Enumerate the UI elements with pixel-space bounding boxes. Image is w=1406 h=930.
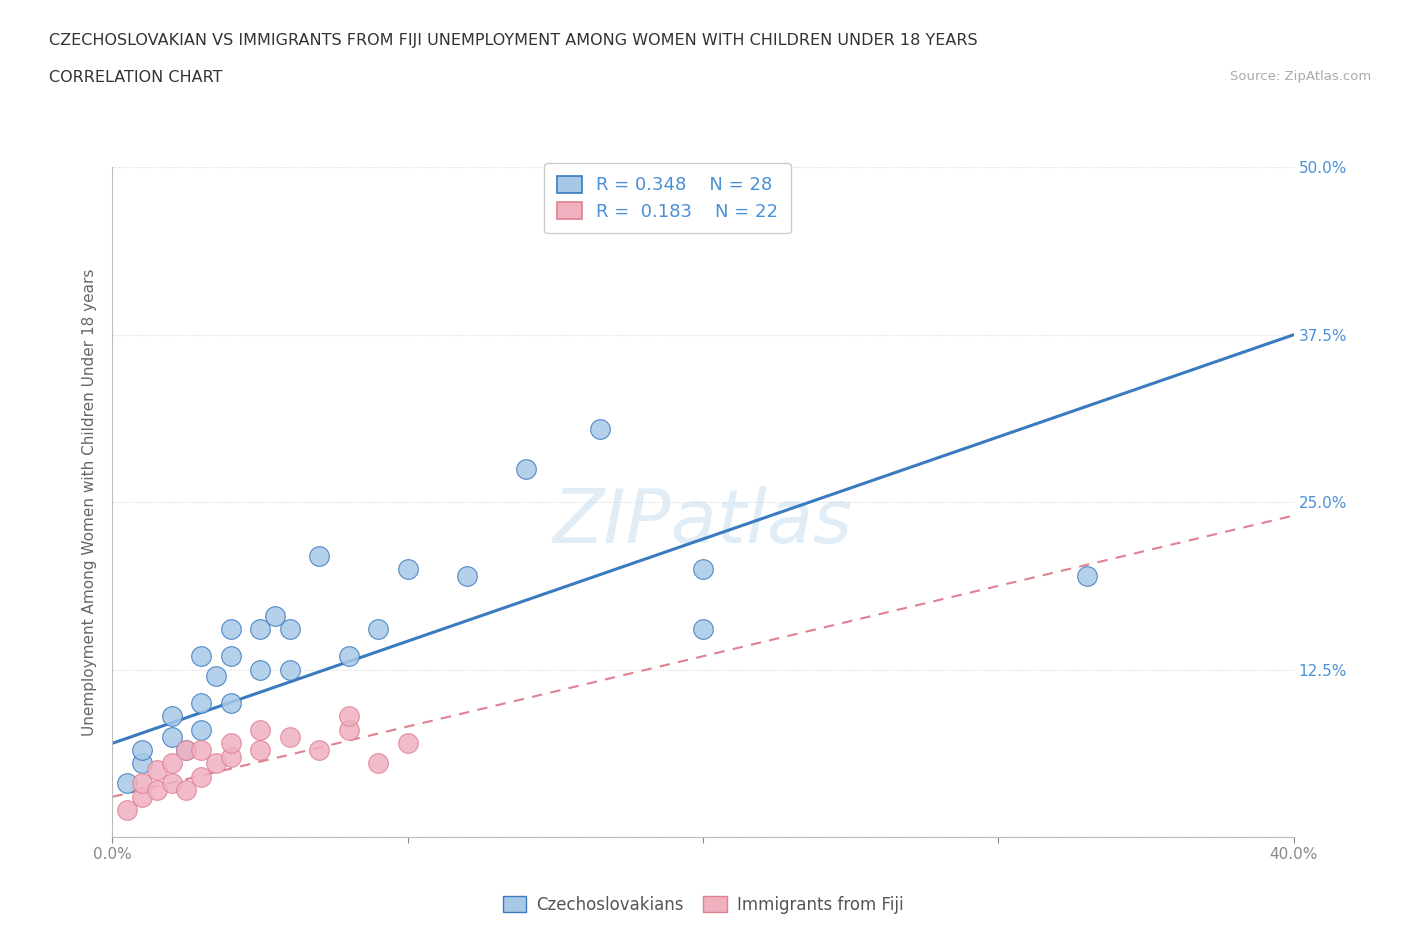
Point	[219, 622, 242, 637]
Point	[160, 756, 183, 771]
Point	[249, 723, 271, 737]
Y-axis label: Unemployment Among Women with Children Under 18 years: Unemployment Among Women with Children U…	[82, 269, 97, 736]
Text: Source: ZipAtlas.com: Source: ZipAtlas.com	[1230, 70, 1371, 83]
Point	[249, 742, 271, 757]
Point	[190, 742, 212, 757]
Point	[337, 723, 360, 737]
Point	[117, 803, 138, 817]
Text: ZIPatlas: ZIPatlas	[553, 486, 853, 558]
Point	[160, 776, 183, 790]
Point	[131, 790, 153, 804]
Point	[219, 649, 242, 664]
Point	[337, 649, 360, 664]
Point	[131, 776, 153, 790]
Point	[278, 622, 301, 637]
Point	[692, 622, 714, 637]
Point	[249, 622, 271, 637]
Point	[278, 662, 301, 677]
Point	[367, 756, 389, 771]
Point	[396, 562, 419, 577]
Point	[219, 750, 242, 764]
Point	[190, 723, 212, 737]
Point	[174, 783, 197, 798]
Point	[278, 729, 301, 744]
Point	[131, 742, 153, 757]
Point	[190, 649, 212, 664]
Point	[264, 608, 287, 623]
Point	[174, 742, 197, 757]
Point	[146, 783, 169, 798]
Point	[249, 662, 271, 677]
Point	[219, 696, 242, 711]
Point	[205, 756, 228, 771]
Point	[174, 742, 197, 757]
Point	[308, 742, 330, 757]
Text: CZECHOSLOVAKIAN VS IMMIGRANTS FROM FIJI UNEMPLOYMENT AMONG WOMEN WITH CHILDREN U: CZECHOSLOVAKIAN VS IMMIGRANTS FROM FIJI …	[49, 33, 977, 47]
Point	[1076, 568, 1098, 583]
Point	[190, 769, 212, 784]
Point	[367, 622, 389, 637]
Point	[160, 709, 183, 724]
Point	[205, 669, 228, 684]
Point	[219, 736, 242, 751]
Point	[692, 562, 714, 577]
Point	[308, 549, 330, 564]
Legend: Czechoslovakians, Immigrants from Fiji: Czechoslovakians, Immigrants from Fiji	[495, 888, 911, 923]
Point	[190, 696, 212, 711]
Point	[160, 729, 183, 744]
Point	[515, 461, 537, 476]
Text: CORRELATION CHART: CORRELATION CHART	[49, 70, 222, 85]
Point	[146, 763, 169, 777]
Point	[337, 709, 360, 724]
Point	[131, 756, 153, 771]
Point	[117, 776, 138, 790]
Point	[396, 736, 419, 751]
Point	[588, 421, 610, 436]
Point	[456, 568, 478, 583]
